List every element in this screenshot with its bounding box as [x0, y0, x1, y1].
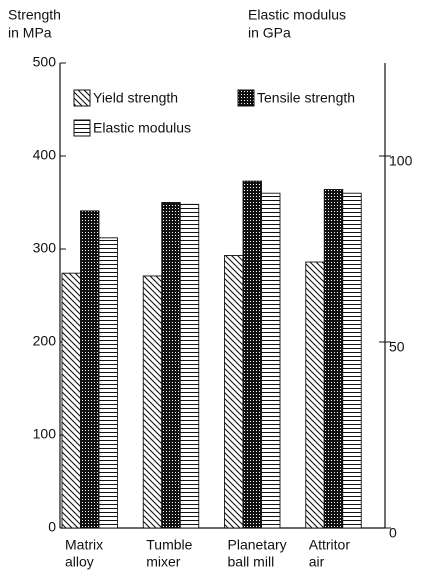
bar — [80, 210, 100, 529]
x-tick-label: mixer — [146, 554, 181, 570]
bar — [161, 202, 181, 529]
y-tick-label: 200 — [33, 333, 57, 349]
y2-tick-label: 50 — [389, 339, 405, 355]
y-axis-label: in MPa — [8, 25, 52, 41]
y2-axis-label: in GPa — [248, 25, 291, 41]
x-tick-label: air — [309, 554, 325, 570]
y-tick-label: 500 — [33, 54, 57, 70]
legend-label: Elastic modulus — [93, 120, 191, 136]
bar — [142, 275, 163, 529]
y-tick-label: 100 — [33, 426, 57, 442]
y-tick-label: 0 — [48, 519, 56, 535]
legend-swatch — [73, 119, 91, 137]
x-tick-label: Tumble — [146, 537, 192, 553]
legend-swatch — [73, 89, 91, 107]
x-tick-label: alloy — [65, 554, 94, 570]
legend-label: Yield strength — [93, 90, 178, 106]
y2-tick-label: 100 — [389, 153, 413, 169]
bar — [179, 203, 200, 529]
legend-swatch — [237, 89, 255, 107]
bar — [224, 255, 244, 529]
x-tick-label: Matrix — [65, 537, 103, 553]
x-tick-label: ball mill — [228, 554, 275, 570]
y-tick-label: 400 — [33, 147, 57, 163]
bar — [98, 237, 118, 529]
x-tick-label: Attritor — [309, 537, 351, 553]
y2-tick-label: 0 — [389, 525, 397, 541]
x-tick-label: Planetary — [228, 537, 287, 553]
bar — [261, 192, 281, 529]
bar — [242, 180, 262, 529]
bar — [323, 189, 344, 529]
legend-label: Tensile strength — [257, 90, 355, 106]
bar — [61, 272, 81, 529]
bar — [342, 192, 362, 529]
y-tick-label: 300 — [33, 240, 57, 256]
y2-axis-label: Elastic modulus — [248, 7, 346, 23]
bar — [305, 261, 325, 529]
y-axis-label: Strength — [8, 7, 61, 23]
